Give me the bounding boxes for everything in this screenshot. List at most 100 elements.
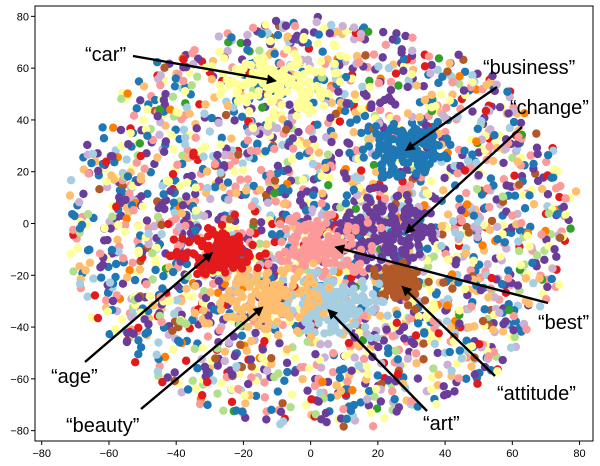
scatter-point (267, 359, 276, 369)
scatter-point (347, 366, 356, 375)
scatter-point (566, 224, 575, 233)
scatter-point (263, 198, 273, 207)
scatter-point (368, 422, 378, 431)
scatter-point (248, 23, 258, 33)
scatter-point (349, 284, 358, 294)
scatter-point (261, 20, 271, 29)
x-axis: −80 −60 −40 −20 0 20 40 60 80 (32, 441, 586, 460)
scatter-point (380, 414, 389, 423)
scatter-point (312, 268, 322, 277)
scatter-point (461, 249, 471, 258)
scatter-point (117, 315, 127, 324)
scatter-point (438, 110, 448, 120)
scatter-point (195, 399, 205, 409)
scatter-point (135, 139, 145, 148)
scatter-point (103, 235, 112, 245)
scatter-point (263, 127, 272, 137)
scatter-point (200, 109, 209, 118)
scatter-point (165, 296, 174, 306)
scatter-point (492, 222, 502, 232)
scatter-point (208, 226, 217, 235)
scatter-point (114, 193, 124, 202)
scatter-point (290, 21, 300, 31)
scatter-point (332, 381, 341, 390)
scatter-point (524, 299, 534, 308)
scatter-point (486, 174, 496, 183)
scatter-point (438, 230, 447, 239)
annotation-arrowhead (202, 252, 214, 263)
scatter-point (215, 299, 225, 308)
scatter-point (140, 164, 149, 173)
scatter-point (83, 140, 92, 150)
scatter-point (525, 242, 534, 251)
scatter-point (182, 192, 191, 201)
scatter-point (159, 147, 169, 156)
scatter-point (181, 253, 190, 263)
scatter-point (335, 328, 344, 337)
scatter-point (307, 395, 316, 404)
scatter-point (344, 222, 353, 231)
scatter-point (306, 66, 315, 75)
scatter-point (117, 94, 126, 104)
scatter-point (221, 150, 230, 159)
scatter-point (122, 337, 132, 347)
scatter-point (168, 326, 177, 335)
scatter-point (365, 184, 375, 194)
scatter-point (383, 311, 392, 320)
scatter-point (317, 223, 327, 232)
scatter-point (294, 57, 303, 66)
annotation-arrowhead (334, 244, 346, 255)
scatter-point (447, 366, 456, 375)
scatter-point (283, 165, 293, 174)
scatter-point (411, 331, 421, 340)
scatter-point (257, 353, 267, 362)
scatter-point (345, 148, 354, 158)
scatter-point (555, 280, 564, 290)
scatter-point (146, 168, 155, 177)
scatter-point (371, 122, 381, 131)
scatter-point (215, 236, 225, 245)
scatter-point (392, 29, 401, 38)
scatter-point (201, 142, 210, 152)
scatter-point (124, 140, 133, 149)
scatter-point (427, 384, 436, 394)
scatter-point (369, 50, 379, 59)
scatter-point (379, 336, 388, 345)
scatter-point (327, 137, 336, 147)
scatter-point (288, 281, 297, 290)
scatter-point (393, 273, 402, 282)
scatter-point (244, 107, 254, 116)
scatter-point (248, 123, 258, 133)
scatter-point (169, 235, 179, 244)
scatter-point (201, 293, 211, 303)
scatter-point (159, 271, 168, 281)
scatter-point (361, 51, 370, 60)
scatter-point (323, 210, 332, 220)
scatter-point (476, 285, 485, 295)
scatter-point (234, 384, 243, 394)
scatter-point (199, 152, 208, 161)
scatter-point (223, 178, 233, 187)
scatter-point (452, 256, 461, 265)
scatter-point (394, 403, 404, 412)
scatter-point (368, 352, 377, 362)
scatter-point (405, 181, 415, 190)
scatter-point (260, 378, 269, 387)
scatter-point (178, 234, 187, 243)
scatter-point (372, 213, 381, 222)
scatter-point (170, 208, 179, 217)
scatter-point (439, 382, 448, 391)
scatter-point (123, 172, 133, 181)
scatter-point (182, 178, 192, 187)
scatter-point (383, 272, 392, 282)
scatter-point (160, 63, 169, 72)
scatter-point (514, 237, 523, 246)
scatter-point (286, 402, 295, 412)
scatter-point (88, 149, 98, 159)
scatter-point (197, 391, 207, 400)
scatter-point (136, 151, 145, 161)
scatter-point (419, 81, 428, 91)
scatter-point (84, 169, 93, 178)
scatter-point (242, 346, 251, 355)
scatter-point (467, 302, 476, 311)
